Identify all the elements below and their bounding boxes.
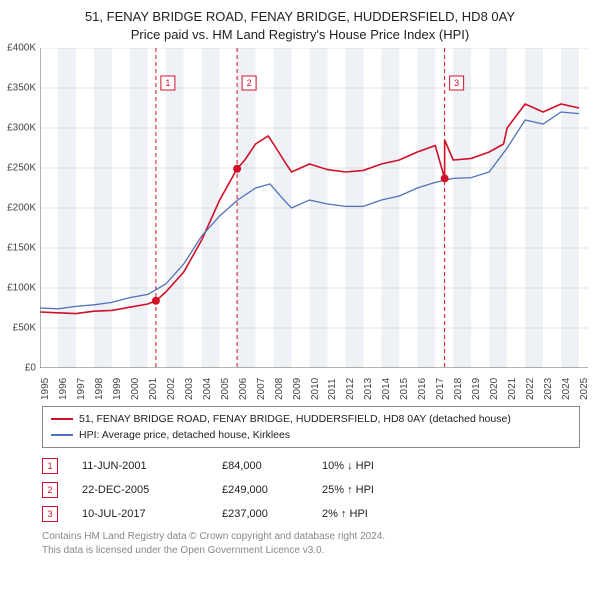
x-tick-label: 2006 [238, 378, 240, 400]
event-point [233, 165, 241, 173]
y-tick-label: £0 [25, 363, 36, 374]
legend-row: HPI: Average price, detached house, Kirk… [51, 427, 571, 443]
event-row-diff: 25% ↑ HPI [322, 484, 442, 496]
event-row-marker: 1 [42, 458, 58, 474]
x-tick-label: 2000 [130, 378, 132, 400]
x-tick-label: 2012 [345, 378, 347, 400]
x-tick-label: 1997 [76, 378, 78, 400]
x-tick-label: 2009 [292, 378, 294, 400]
plot-region: 1 2 3 [40, 48, 588, 368]
event-row: 3 10-JUL-2017£237,0002% ↑ HPI [42, 502, 580, 526]
event-point [441, 175, 449, 183]
legend: 51, FENAY BRIDGE ROAD, FENAY BRIDGE, HUD… [42, 406, 580, 448]
y-tick-label: £50K [13, 323, 36, 334]
x-tick-label: 2021 [507, 378, 509, 400]
x-tick-label: 2003 [184, 378, 186, 400]
x-tick-label: 2019 [471, 378, 473, 400]
x-tick-label: 2011 [327, 379, 329, 401]
y-tick-label: £300K [7, 123, 36, 134]
event-row-price: £249,000 [222, 484, 322, 496]
y-tick-label: £250K [7, 163, 36, 174]
title-line-2: Price paid vs. HM Land Registry's House … [10, 26, 590, 44]
legend-swatch [51, 418, 73, 420]
y-tick-label: £400K [7, 43, 36, 54]
x-tick-label: 2016 [417, 378, 419, 400]
footer-line-2: This data is licensed under the Open Gov… [42, 544, 580, 558]
event-point [152, 297, 160, 305]
x-tick-label: 2004 [202, 378, 204, 400]
x-tick-label: 2018 [453, 378, 455, 400]
x-tick-label: 2013 [363, 378, 365, 400]
legend-label: HPI: Average price, detached house, Kirk… [79, 429, 290, 441]
x-tick-label: 2020 [489, 378, 491, 400]
event-row-marker: 3 [42, 506, 58, 522]
event-row: 1 11-JUN-2001£84,00010% ↓ HPI [42, 454, 580, 478]
x-tick-label: 2007 [256, 378, 258, 400]
x-tick-label: 2008 [274, 378, 276, 400]
footer-text: Contains HM Land Registry data © Crown c… [42, 530, 580, 558]
x-tick-label: 1996 [58, 378, 60, 400]
event-row-price: £84,000 [222, 460, 322, 472]
event-row-date: 22-DEC-2005 [82, 484, 222, 496]
legend-label: 51, FENAY BRIDGE ROAD, FENAY BRIDGE, HUD… [79, 413, 511, 425]
x-tick-label: 2015 [399, 378, 401, 400]
x-tick-label: 1998 [94, 378, 96, 400]
x-tick-label: 2002 [166, 378, 168, 400]
x-tick-label: 2025 [579, 378, 581, 400]
x-tick-label: 2014 [381, 378, 383, 400]
x-tick-label: 1995 [40, 378, 42, 400]
chart-container: 51, FENAY BRIDGE ROAD, FENAY BRIDGE, HUD… [0, 0, 600, 558]
legend-swatch [51, 434, 73, 436]
event-row-price: £237,000 [222, 508, 322, 520]
x-axis: 1995 1996 1997 1998 1999 2000 2001 2002 2003 2004… [40, 368, 588, 398]
x-tick-label: 2022 [525, 378, 527, 400]
y-axis: £0£50K£100K£150K£200K£250K£300K£350K£400… [0, 48, 38, 368]
chart-area: £0£50K£100K£150K£200K£250K£300K£350K£400… [40, 48, 588, 398]
event-marker-number: 1 [165, 78, 170, 88]
x-tick-label: 2024 [561, 378, 563, 400]
event-row-date: 10-JUL-2017 [82, 508, 222, 520]
y-tick-label: £200K [7, 203, 36, 214]
x-tick-label: 2005 [220, 378, 222, 400]
events-table: 1 11-JUN-2001£84,00010% ↓ HPI 2 22-DEC-2005… [42, 454, 580, 526]
plot-svg: 1 2 3 [40, 48, 588, 368]
event-row-date: 11-JUN-2001 [82, 460, 222, 472]
x-tick-label: 2023 [543, 378, 545, 400]
event-row-diff: 2% ↑ HPI [322, 508, 442, 520]
y-tick-label: £150K [7, 243, 36, 254]
x-tick-label: 2010 [310, 378, 312, 400]
event-row-marker: 2 [42, 482, 58, 498]
y-tick-label: £350K [7, 83, 36, 94]
y-tick-label: £100K [7, 283, 36, 294]
x-tick-label: 1999 [112, 378, 114, 400]
footer-line-1: Contains HM Land Registry data © Crown c… [42, 530, 580, 544]
legend-row: 51, FENAY BRIDGE ROAD, FENAY BRIDGE, HUD… [51, 411, 571, 427]
event-marker-number: 3 [454, 78, 459, 88]
x-tick-label: 2017 [435, 378, 437, 400]
event-marker-number: 2 [247, 78, 252, 88]
event-row-diff: 10% ↓ HPI [322, 460, 442, 472]
event-row: 2 22-DEC-2005£249,00025% ↑ HPI [42, 478, 580, 502]
title-block: 51, FENAY BRIDGE ROAD, FENAY BRIDGE, HUD… [0, 0, 600, 48]
x-tick-label: 2001 [148, 378, 150, 400]
title-line-1: 51, FENAY BRIDGE ROAD, FENAY BRIDGE, HUD… [10, 8, 590, 26]
